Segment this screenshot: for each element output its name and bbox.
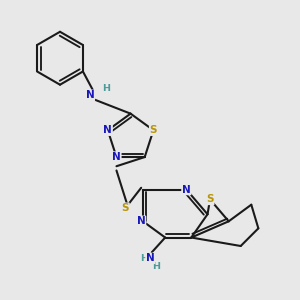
Text: S: S	[122, 203, 129, 213]
Text: N: N	[112, 152, 121, 162]
Text: N: N	[137, 216, 146, 226]
Text: H: H	[140, 254, 148, 263]
Text: N: N	[103, 125, 112, 135]
Text: S: S	[206, 194, 214, 204]
Text: H: H	[152, 262, 160, 271]
Text: H: H	[102, 84, 110, 93]
Text: N: N	[85, 90, 94, 100]
Text: S: S	[150, 125, 157, 135]
Text: N: N	[182, 184, 191, 194]
Text: N: N	[146, 254, 155, 263]
